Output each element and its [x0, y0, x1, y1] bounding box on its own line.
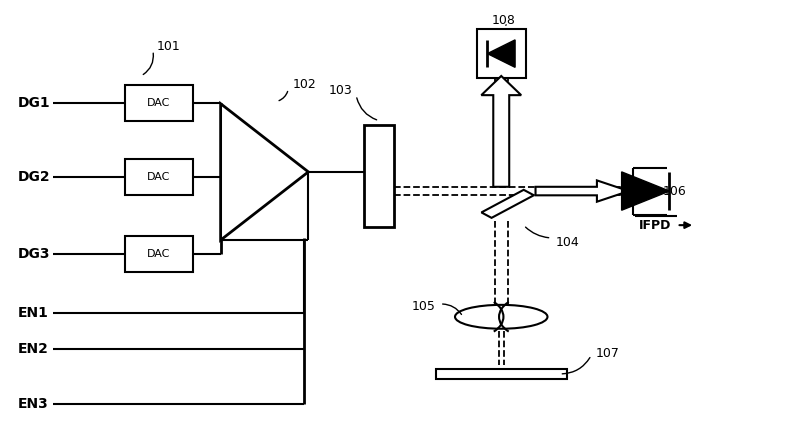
Text: 102: 102: [292, 78, 316, 91]
Text: DG2: DG2: [18, 170, 50, 184]
Bar: [125, 236, 193, 272]
Text: 105: 105: [412, 299, 436, 313]
Text: DG3: DG3: [18, 247, 50, 261]
Bar: [364, 125, 394, 227]
Polygon shape: [482, 76, 521, 187]
Text: DG1: DG1: [18, 96, 50, 110]
Text: EN3: EN3: [18, 397, 48, 411]
Text: 101: 101: [157, 39, 181, 53]
Bar: [477, 29, 526, 78]
Polygon shape: [221, 104, 308, 240]
Bar: [125, 85, 193, 121]
Text: 104: 104: [555, 236, 579, 249]
Text: IFPD: IFPD: [639, 219, 671, 232]
Text: 106: 106: [663, 184, 687, 198]
Bar: [125, 159, 193, 195]
Text: DAC: DAC: [147, 249, 170, 259]
Text: DAC: DAC: [147, 172, 170, 182]
Polygon shape: [482, 190, 534, 218]
Text: DAC: DAC: [147, 98, 170, 108]
Polygon shape: [487, 40, 515, 67]
Text: EN2: EN2: [18, 342, 48, 356]
Text: 107: 107: [595, 347, 619, 360]
Text: 103: 103: [329, 85, 352, 97]
Polygon shape: [535, 181, 629, 202]
Bar: [436, 369, 567, 379]
Ellipse shape: [455, 305, 547, 329]
Polygon shape: [622, 172, 670, 210]
Text: 108: 108: [492, 14, 515, 27]
Text: EN1: EN1: [18, 305, 48, 320]
